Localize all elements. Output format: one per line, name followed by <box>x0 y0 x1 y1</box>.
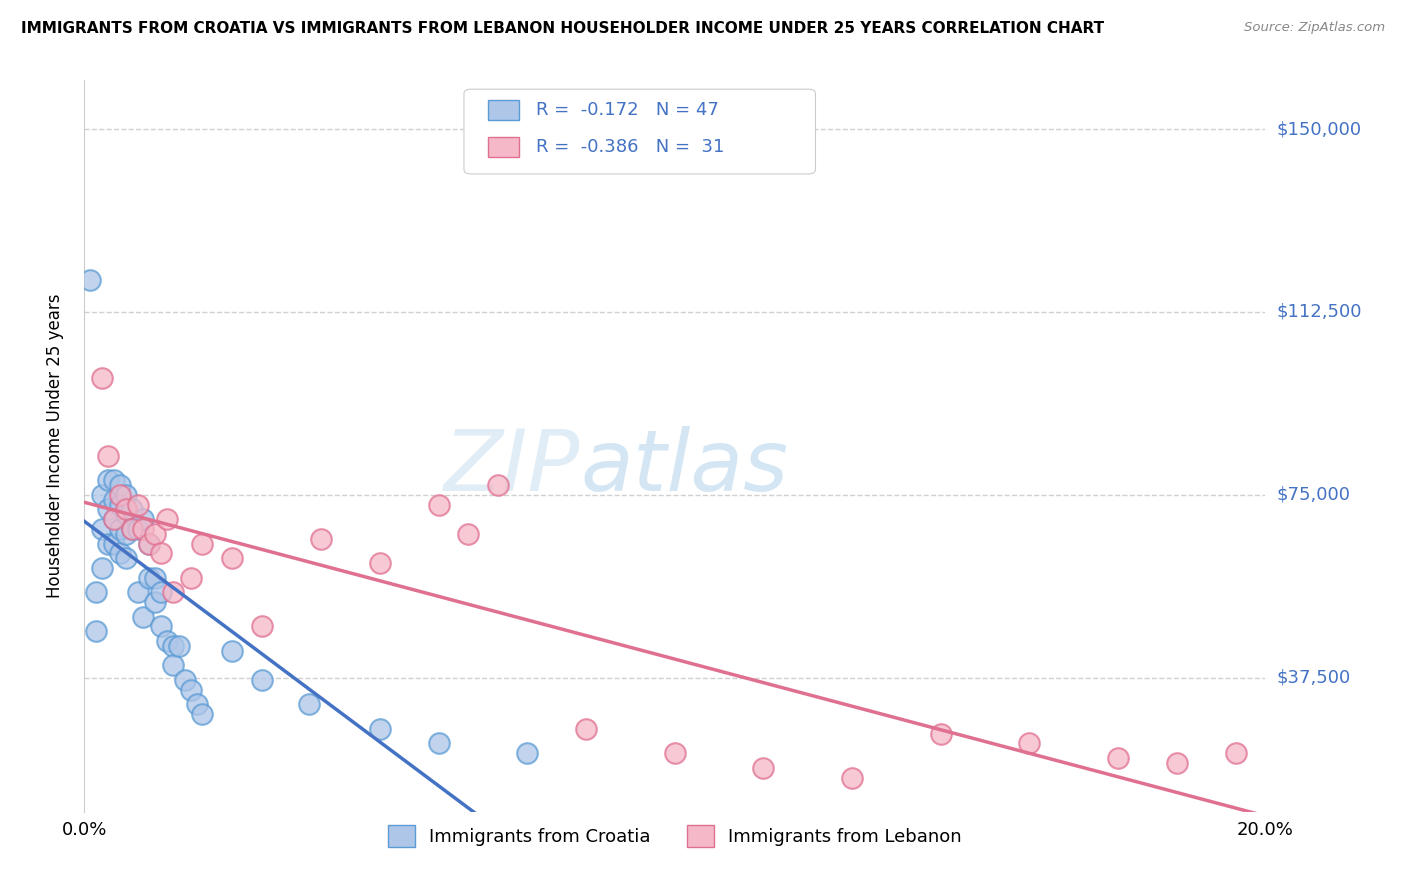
Point <box>143 526 166 541</box>
Point <box>103 492 125 507</box>
Point <box>150 585 173 599</box>
Point <box>368 556 391 570</box>
Point <box>132 609 155 624</box>
Point <box>79 273 101 287</box>
Point <box>103 512 125 526</box>
Point <box>1018 736 1040 750</box>
Text: $150,000: $150,000 <box>1277 120 1361 138</box>
Point <box>91 561 114 575</box>
Point <box>1166 756 1188 770</box>
Text: Source: ZipAtlas.com: Source: ZipAtlas.com <box>1244 21 1385 34</box>
Point <box>162 639 184 653</box>
Text: ZIP: ZIP <box>444 426 581 509</box>
Point <box>97 536 120 550</box>
Text: R =  -0.172   N = 47: R = -0.172 N = 47 <box>536 101 718 119</box>
Point <box>180 682 202 697</box>
Point <box>150 619 173 633</box>
Point <box>156 634 179 648</box>
Point <box>103 473 125 487</box>
Point <box>250 619 273 633</box>
Point <box>180 571 202 585</box>
Point <box>114 502 136 516</box>
Point <box>841 771 863 785</box>
Point <box>84 624 107 639</box>
Text: atlas: atlas <box>581 426 789 509</box>
Point <box>138 571 160 585</box>
Point <box>114 526 136 541</box>
Point <box>91 522 114 536</box>
Point <box>127 522 149 536</box>
Point <box>516 746 538 760</box>
Text: $112,500: $112,500 <box>1277 303 1362 321</box>
Point <box>167 639 190 653</box>
Point <box>97 449 120 463</box>
Point <box>121 502 143 516</box>
Point <box>368 722 391 736</box>
Point <box>143 595 166 609</box>
Point <box>91 370 114 384</box>
Point <box>150 546 173 560</box>
Point <box>138 536 160 550</box>
Point <box>221 644 243 658</box>
Point <box>121 522 143 536</box>
Point <box>221 551 243 566</box>
Y-axis label: Householder Income Under 25 years: Householder Income Under 25 years <box>45 293 63 599</box>
Point <box>575 722 598 736</box>
Text: $37,500: $37,500 <box>1277 669 1351 687</box>
Point <box>457 526 479 541</box>
Point <box>143 571 166 585</box>
Point <box>191 536 214 550</box>
Point <box>91 488 114 502</box>
Point <box>108 488 131 502</box>
Point <box>156 512 179 526</box>
Point <box>250 673 273 687</box>
Point <box>108 498 131 512</box>
Point <box>108 546 131 560</box>
Point <box>108 478 131 492</box>
Point <box>752 761 775 775</box>
Point <box>309 532 332 546</box>
Point <box>97 473 120 487</box>
Point <box>664 746 686 760</box>
Text: R =  -0.386   N =  31: R = -0.386 N = 31 <box>536 138 724 156</box>
Point <box>97 502 120 516</box>
Point <box>186 698 208 712</box>
Point <box>132 522 155 536</box>
Point <box>191 707 214 722</box>
Point <box>173 673 195 687</box>
Point <box>114 551 136 566</box>
Point <box>127 498 149 512</box>
Point <box>427 736 450 750</box>
Text: IMMIGRANTS FROM CROATIA VS IMMIGRANTS FROM LEBANON HOUSEHOLDER INCOME UNDER 25 Y: IMMIGRANTS FROM CROATIA VS IMMIGRANTS FR… <box>21 21 1104 36</box>
Point <box>162 585 184 599</box>
Point <box>486 478 509 492</box>
Point <box>138 536 160 550</box>
Point <box>1107 751 1129 765</box>
Point <box>103 512 125 526</box>
Point <box>298 698 321 712</box>
Point <box>108 522 131 536</box>
Point <box>132 512 155 526</box>
Point <box>114 488 136 502</box>
Point <box>929 727 952 741</box>
Point <box>121 522 143 536</box>
Legend: Immigrants from Croatia, Immigrants from Lebanon: Immigrants from Croatia, Immigrants from… <box>381 817 969 854</box>
Point <box>127 585 149 599</box>
Point <box>1225 746 1247 760</box>
Point <box>84 585 107 599</box>
Point <box>162 658 184 673</box>
Text: $75,000: $75,000 <box>1277 486 1351 504</box>
Point <box>103 536 125 550</box>
Point <box>427 498 450 512</box>
Point <box>114 508 136 522</box>
